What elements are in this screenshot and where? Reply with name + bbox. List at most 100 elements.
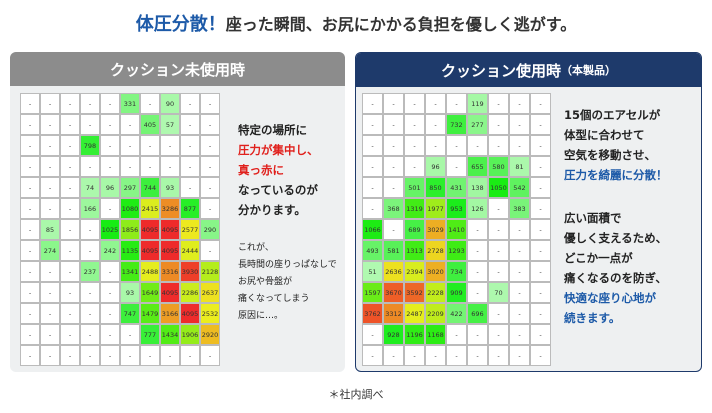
grid-cell: - xyxy=(530,282,551,303)
grid-cell: - xyxy=(40,177,60,198)
grid-cell: 3592 xyxy=(404,282,425,303)
grid-cell: - xyxy=(362,93,383,114)
grid-cell: 422 xyxy=(446,303,467,324)
grid-cell: 1856 xyxy=(120,219,140,240)
grid-cell: - xyxy=(509,324,530,345)
grid-cell: 85 xyxy=(40,219,60,240)
grid-cell: - xyxy=(362,345,383,366)
grid-cell: 405 xyxy=(140,114,160,135)
grid-cell: - xyxy=(362,135,383,156)
grid-cell: - xyxy=(200,240,220,261)
grid-cell: 3316 xyxy=(160,261,180,282)
grid-cell: - xyxy=(60,135,80,156)
grid-cell: 689 xyxy=(404,219,425,240)
text-line: 快適な座り心地が xyxy=(564,291,656,305)
grid-cell: - xyxy=(40,156,60,177)
grid-cell: 4095 xyxy=(140,219,160,240)
left-title: クッション未使用時 xyxy=(10,52,345,86)
grid-cell: 501 xyxy=(404,177,425,198)
grid-cell: 2444 xyxy=(180,240,200,261)
grid-cell: 1168 xyxy=(425,324,446,345)
grid-cell: 90 xyxy=(160,93,180,114)
grid-cell: - xyxy=(40,135,60,156)
grid-cell: 581 xyxy=(383,240,404,261)
grid-cell: - xyxy=(488,345,509,366)
grid-cell: - xyxy=(362,324,383,345)
grid-cell: - xyxy=(60,93,80,114)
grid-cell: 383 xyxy=(509,198,530,219)
grid-cell: 431 xyxy=(446,177,467,198)
grid-cell: 4095 xyxy=(140,240,160,261)
grid-cell: - xyxy=(488,93,509,114)
grid-cell: - xyxy=(509,261,530,282)
grid-cell: - xyxy=(180,93,200,114)
grid-cell: - xyxy=(530,156,551,177)
grid-cell: 1066 xyxy=(362,219,383,240)
grid-cell: - xyxy=(530,324,551,345)
grid-cell: - xyxy=(509,114,530,135)
grid-cell: - xyxy=(20,135,40,156)
grid-cell: 1479 xyxy=(140,303,160,324)
header-subtitle: 座った瞬間、お尻にかかる負担を優しく逃がす。 xyxy=(225,15,577,34)
grid-cell: - xyxy=(404,93,425,114)
grid-cell: 1319 xyxy=(404,198,425,219)
grid-cell: - xyxy=(180,114,200,135)
grid-cell: 3286 xyxy=(160,198,180,219)
left-panel: クッション未使用時 - - - - -331-90- - - - - - - -405 57- - - - -7… xyxy=(10,52,345,372)
grid-cell: - xyxy=(100,345,120,366)
grid-cell: - xyxy=(467,324,488,345)
grid-cell: - xyxy=(60,219,80,240)
grid-cell: 1135 xyxy=(120,240,140,261)
grid-cell: 51 xyxy=(362,261,383,282)
grid-cell: - xyxy=(509,135,530,156)
grid-cell: - xyxy=(80,219,100,240)
grid-cell: 119 xyxy=(467,93,488,114)
grid-cell: - xyxy=(60,156,80,177)
text-line: 空気を移動させ、 xyxy=(564,148,656,162)
grid-cell: - xyxy=(20,114,40,135)
grid-cell: 732 xyxy=(446,114,467,135)
grid-cell: - xyxy=(20,219,40,240)
grid-cell: - xyxy=(20,345,40,366)
grid-cell: - xyxy=(509,303,530,324)
grid-cell: - xyxy=(80,240,100,261)
grid-cell: 237 xyxy=(80,261,100,282)
right-text-2: 広い面積で 優しく支えるため、 どこか一点が 痛くなるのを防ぎ、 快適な座り心地が 続きま… xyxy=(564,208,667,328)
right-header: クッション使用時 （本製品） xyxy=(356,53,701,87)
grid-cell: - xyxy=(100,303,120,324)
grid-cell: - xyxy=(425,114,446,135)
grid-cell: - xyxy=(60,114,80,135)
grid-cell: - xyxy=(20,198,40,219)
grid-cell: 96 xyxy=(425,156,446,177)
text-line: どこか一点が xyxy=(564,251,633,265)
grid-cell: 696 xyxy=(467,303,488,324)
grid-cell: 96 xyxy=(100,177,120,198)
grid-cell: 928 xyxy=(383,324,404,345)
grid-cell: - xyxy=(180,156,200,177)
grid-cell: - xyxy=(425,93,446,114)
grid-cell: 3312 xyxy=(383,303,404,324)
grid-cell: - xyxy=(383,219,404,240)
grid-cell: - xyxy=(80,345,100,366)
text-line: 痛くなるのを防ぎ、 xyxy=(564,271,667,285)
grid-cell: 4095 xyxy=(160,219,180,240)
grid-cell: - xyxy=(200,177,220,198)
grid-cell: - xyxy=(80,114,100,135)
grid-cell: 909 xyxy=(446,282,467,303)
grid-cell: - xyxy=(530,198,551,219)
right-title: クッション使用時 xyxy=(440,61,561,80)
grid-cell: - xyxy=(60,198,80,219)
grid-cell: 1977 xyxy=(425,198,446,219)
text-line: 圧力を綺麗に分散！ xyxy=(564,168,668,182)
grid-cell: - xyxy=(383,135,404,156)
grid-cell: - xyxy=(446,345,467,366)
grid-cell: - xyxy=(200,135,220,156)
grid-cell: 74 xyxy=(80,177,100,198)
grid-cell: 57 xyxy=(160,114,180,135)
grid-cell: - xyxy=(60,303,80,324)
text-line: 真っ赤に xyxy=(238,163,284,177)
grid-cell: - xyxy=(467,240,488,261)
grid-cell: - xyxy=(404,345,425,366)
grid-cell: 2209 xyxy=(425,303,446,324)
grid-cell: 81 xyxy=(509,156,530,177)
